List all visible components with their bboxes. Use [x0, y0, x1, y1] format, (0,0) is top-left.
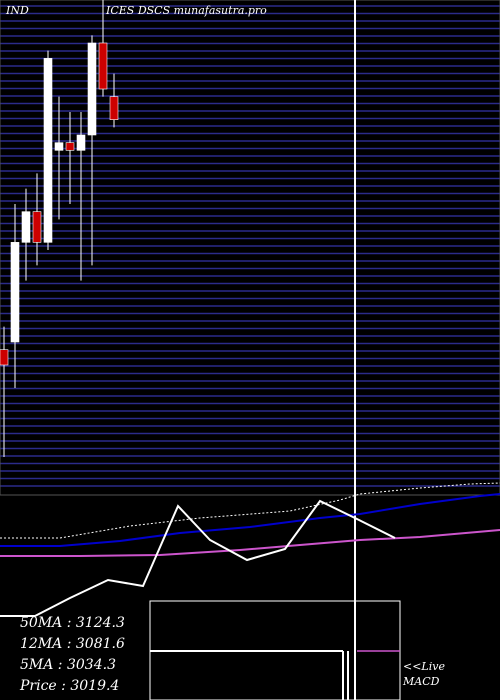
ma-12-value: 3081.6 — [75, 636, 125, 652]
candle-up — [87, 42, 97, 136]
price-white-line — [0, 499, 396, 617]
ma-12-row: 12MA : 3081.6 — [20, 636, 125, 652]
ma-5-row: 5MA : 3034.3 — [20, 657, 116, 673]
candle-down — [98, 42, 108, 90]
price-panel-border — [0, 0, 500, 496]
ma-5-value: 3034.3 — [66, 657, 116, 673]
live-macd-text: <<Live — [403, 660, 445, 673]
candle-up — [76, 134, 86, 151]
candle-down — [0, 349, 9, 366]
price-value: 3019.4 — [70, 678, 120, 694]
candle-up — [21, 211, 31, 243]
ma-pink-line — [0, 529, 500, 557]
live-macd-label: <<Live MACD — [403, 659, 445, 689]
candle-up — [54, 142, 64, 151]
candle-up — [43, 58, 53, 243]
ma-12-label: 12MA — [20, 636, 63, 652]
candle-down — [32, 211, 42, 243]
chart-title-left: IND — [6, 4, 29, 17]
price-panel-bg — [0, 0, 500, 495]
live-macd-text: MACD — [403, 675, 440, 688]
candle-down — [65, 142, 75, 151]
candle-up — [10, 242, 20, 343]
moving-average-legend: 50MA : 3124.3 12MA : 3081.6 5MA : 3034.3… — [20, 613, 125, 697]
ma-blue-line — [0, 493, 500, 547]
ma-50-value: 3124.3 — [75, 615, 125, 631]
ma-50-label: 50MA — [20, 615, 63, 631]
ma-dotted-line — [0, 482, 500, 539]
price-label: Price — [20, 678, 57, 694]
ma-50-row: 50MA : 3124.3 — [20, 615, 125, 631]
candle-down — [109, 96, 119, 120]
chart-title-right: ICES DSCS munafasutra.pro — [106, 4, 267, 17]
ma-5-label: 5MA — [20, 657, 54, 673]
price-row: Price : 3019.4 — [20, 678, 120, 694]
